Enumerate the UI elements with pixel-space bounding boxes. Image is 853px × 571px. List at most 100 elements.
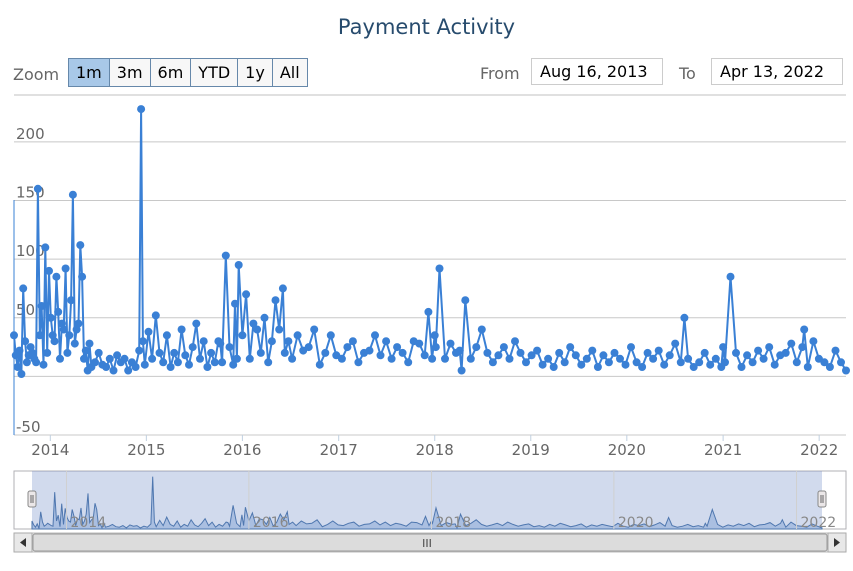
data-point — [627, 343, 635, 352]
x-axis: 2014 2015 2016 2017 2018 2019 2020 2021 2022 — [31, 435, 838, 459]
data-point — [188, 343, 197, 352]
data-point — [94, 348, 103, 357]
scrollbar[interactable]: III — [13, 532, 847, 553]
zoom-all-button[interactable]: All — [279, 63, 300, 82]
zoom-6m-button[interactable]: 6m — [151, 59, 192, 86]
data-point — [13, 363, 22, 371]
data-point — [39, 360, 48, 369]
data-point — [166, 363, 175, 371]
data-point — [245, 354, 254, 363]
data-point — [621, 360, 630, 369]
data-point — [275, 325, 284, 334]
y-tick-label: 100 — [16, 242, 45, 260]
y-tick-label: 50 — [16, 301, 35, 319]
data-point — [428, 354, 437, 363]
data-point — [37, 302, 46, 310]
data-point — [232, 354, 241, 363]
data-point — [138, 337, 147, 346]
from-date-input[interactable]: Aug 16, 2013 — [531, 58, 663, 85]
data-point — [43, 348, 52, 357]
data-point — [293, 331, 302, 340]
data-point — [382, 337, 391, 346]
navigator-handle-right[interactable] — [817, 490, 827, 508]
data-point — [310, 325, 319, 334]
data-point — [63, 348, 72, 357]
data-point — [242, 290, 251, 299]
data-point — [192, 319, 201, 328]
data-point — [288, 354, 297, 363]
data-point — [809, 337, 818, 346]
data-point — [124, 366, 133, 375]
data-point — [225, 343, 234, 352]
data-point — [671, 339, 680, 348]
data-point — [689, 363, 698, 371]
data-point — [743, 351, 752, 360]
data-point — [371, 331, 379, 340]
data-point — [376, 351, 385, 360]
data-point — [582, 354, 591, 363]
data-point — [593, 363, 602, 371]
chevron-right-icon — [834, 538, 840, 547]
data-point — [81, 346, 90, 355]
data-point — [56, 354, 64, 363]
data-point — [415, 339, 424, 348]
navigator[interactable]: 2014 2016 2018 2020 2022 — [13, 470, 847, 531]
data-point — [457, 366, 466, 375]
data-point — [144, 327, 153, 336]
data-point — [52, 272, 61, 281]
data-point — [737, 363, 746, 371]
data-point — [398, 348, 407, 357]
x-tick-label: 2021 — [704, 441, 742, 459]
data-point — [321, 348, 330, 357]
data-point — [45, 266, 53, 275]
data-point — [231, 299, 239, 308]
x-tick-label: 2018 — [416, 441, 454, 459]
zoom-3m-button[interactable]: 3m — [110, 59, 151, 86]
data-point — [748, 358, 757, 367]
data-point — [70, 339, 79, 348]
data-point — [221, 251, 230, 260]
data-point — [17, 370, 26, 378]
data-point — [435, 264, 444, 273]
data-point — [792, 358, 801, 367]
navigator-label: 2020 — [618, 515, 654, 531]
data-point — [477, 325, 486, 334]
data-point — [516, 348, 525, 357]
data-point — [137, 105, 146, 114]
to-date-input[interactable]: Apr 13, 2022 — [711, 58, 843, 85]
data-point — [249, 319, 258, 328]
data-point — [199, 337, 208, 346]
data-point — [218, 358, 227, 367]
data-point — [616, 354, 624, 363]
data-point — [441, 354, 449, 363]
data-point — [488, 358, 497, 367]
zoom-ytd-button[interactable]: YTD — [191, 59, 239, 86]
x-tick-label: 2014 — [31, 441, 69, 459]
data-point — [348, 337, 357, 346]
data-point — [109, 366, 118, 375]
data-point — [787, 339, 796, 348]
data-point — [643, 348, 652, 357]
navigator-label: 2018 — [435, 515, 471, 531]
data-point — [555, 348, 564, 357]
data-point — [676, 358, 685, 367]
zoom-1m-button[interactable]: 1m — [69, 59, 110, 86]
data-point — [91, 358, 99, 367]
data-point — [304, 343, 313, 352]
data-point — [46, 313, 55, 322]
chart-title: Payment Activity — [337, 15, 516, 39]
scrollbar-grip: III — [422, 537, 432, 550]
data-point — [354, 358, 363, 367]
data-point — [203, 363, 212, 371]
data-point — [499, 343, 508, 352]
data-point — [424, 307, 433, 316]
scrollbar-thumb[interactable] — [32, 533, 828, 552]
data-point — [181, 351, 190, 360]
data-point — [654, 346, 663, 355]
from-label: From — [480, 64, 520, 83]
navigator-handle-left[interactable] — [27, 490, 37, 508]
zoom-1y-button[interactable]: 1y — [238, 59, 273, 86]
data-point — [577, 360, 586, 369]
data-point — [50, 337, 59, 346]
